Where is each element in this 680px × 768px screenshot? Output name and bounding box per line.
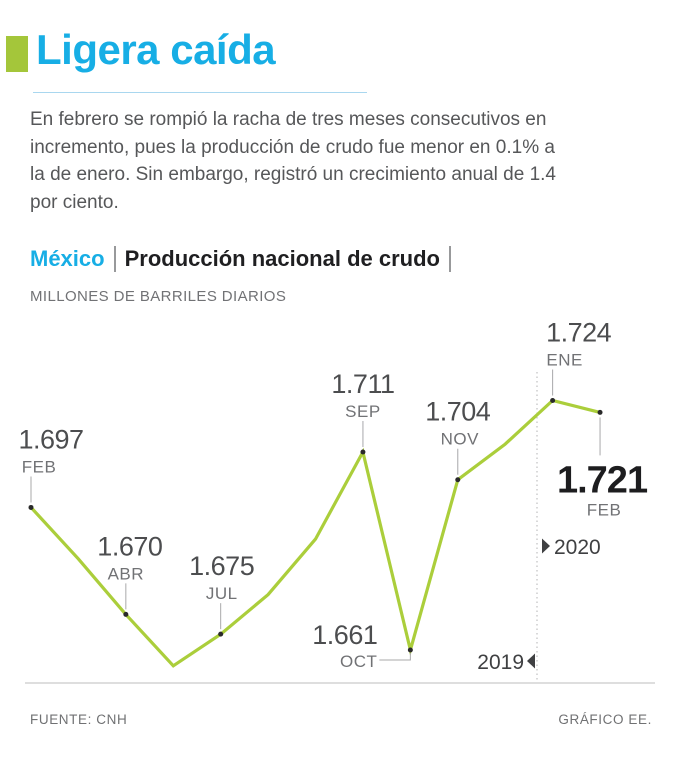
chart-title: Producción nacional de crudo [124, 246, 440, 271]
region-label: México [30, 246, 105, 271]
data-point-dot-ABR [123, 611, 129, 617]
right-triangle-icon [542, 538, 550, 554]
value-label-SEP: 1.711 [331, 369, 394, 399]
chart-header: México Producción nacional de crudo [30, 246, 451, 272]
data-point-dot-SEP [360, 449, 366, 455]
intro-line: la de enero. Sin embargo, registró un cr… [30, 164, 556, 185]
month-label-OCT: OCT [340, 652, 377, 671]
page-title: Ligera caída [36, 26, 276, 73]
callout-connector-OCT [379, 653, 411, 661]
intro-line: incremento, pues la producción de crudo … [30, 136, 555, 158]
month-label-ENE: ENE [546, 351, 582, 370]
value-label-FEB: 1.697 [18, 424, 83, 454]
intro-paragraph: En febrero se rompió la racha de tres me… [30, 106, 660, 216]
intro-line: En febrero se rompió la racha de tres me… [30, 109, 547, 130]
data-point-dot-JUL [218, 631, 224, 637]
divider-bar [113, 246, 116, 272]
left-triangle-icon [527, 653, 535, 669]
data-point-dot-NOV [455, 477, 461, 483]
accent-square [6, 36, 28, 72]
year-label-2020: 2020 [554, 536, 601, 559]
value-label-NOV: 1.704 [425, 397, 491, 427]
divider-bar [448, 246, 451, 272]
production-chart: FEB 1.697 ABR 1.670 JUL 1.675 SEP 1.711 1.661 OCT… [18, 318, 655, 684]
intro-line: por ciento. [30, 191, 119, 213]
value-label-ENE: 1.724 [546, 318, 612, 348]
data-point-dot-ENE [550, 398, 556, 404]
value-label-OCT: 1.661 [312, 620, 377, 650]
title-underline [33, 92, 367, 93]
data-point-dot-FEB [597, 409, 603, 415]
month-label-JUL: JUL [206, 584, 238, 603]
data-point-dot-FEB [28, 504, 34, 510]
units-label: MILLONES DE BARRILES DIARIOS [30, 288, 287, 305]
credit-label: GRÁFICO EE. [558, 712, 652, 727]
month-label-FEB: FEB [22, 457, 57, 476]
footer: FUENTE: CNH GRÁFICO EE. [30, 712, 652, 727]
year-label-2019: 2019 [477, 651, 524, 674]
month-label-SEP: SEP [345, 402, 381, 421]
month-label-ABR: ABR [108, 564, 144, 583]
month-label-FEB: FEB [587, 500, 622, 519]
value-label-JUL: 1.675 [189, 551, 254, 581]
value-label-ABR: 1.670 [97, 531, 162, 561]
data-point-dot-OCT [407, 647, 413, 653]
month-label-NOV: NOV [441, 430, 480, 449]
highlight-value-label-FEB: 1.721 [557, 459, 648, 501]
source-label: FUENTE: CNH [30, 712, 128, 727]
